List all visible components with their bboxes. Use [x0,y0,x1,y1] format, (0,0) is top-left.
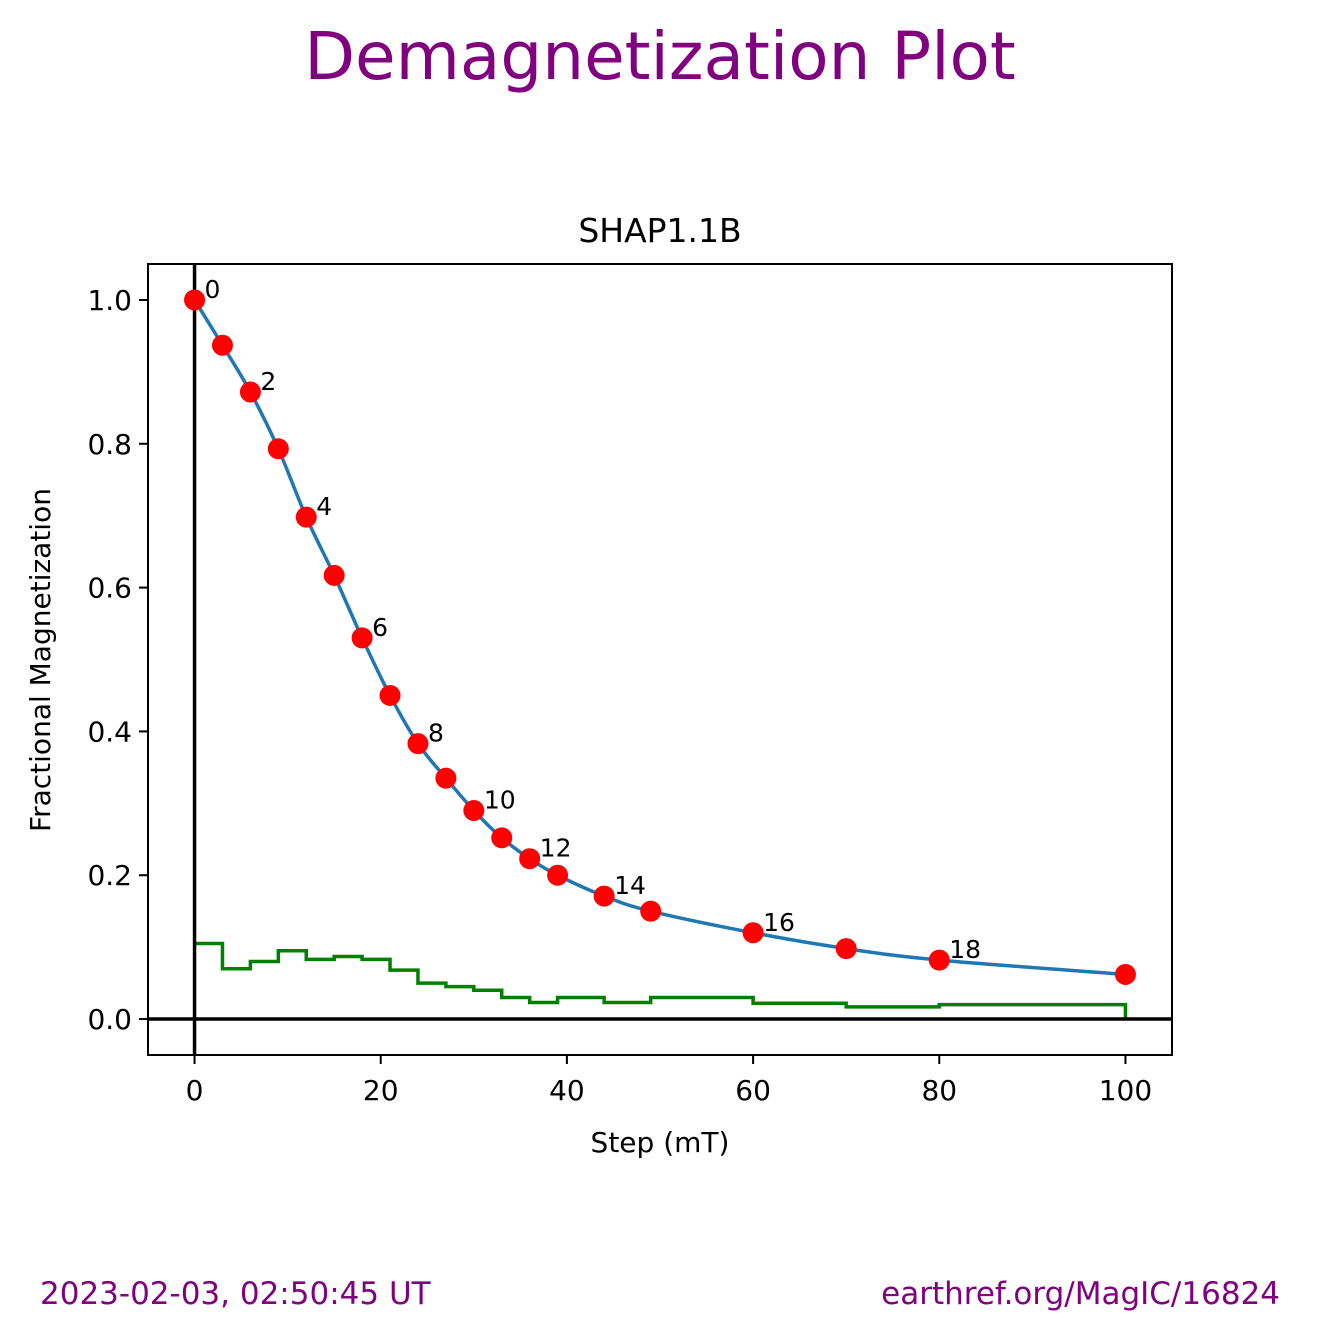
point-label-4: 4 [316,492,332,521]
x-tick-label: 20 [363,1074,399,1107]
data-point-11 [491,827,513,849]
y-tick-label: 0.8 [87,428,132,461]
point-label-6: 6 [372,613,388,642]
data-point-8 [407,733,429,755]
point-label-8: 8 [428,719,444,748]
data-point-5 [323,564,345,586]
footer-timestamp: 2023-02-03, 02:50:45 UT [40,1276,431,1312]
data-point-2 [239,381,261,403]
chart-title: SHAP1.1B [578,211,741,250]
y-tick-label: 0.0 [87,1003,132,1036]
y-axis-label: Fractional Magnetization [24,488,57,832]
data-point-19 [1114,963,1136,985]
plot-area: 0 2 4 6 8 10 12 14 16 18 [148,264,1172,1055]
point-label-0: 0 [205,275,221,304]
data-point-12 [519,848,541,870]
point-label-14: 14 [614,871,646,900]
data-point-10 [463,800,485,822]
data-point-1 [211,334,233,356]
data-point-18 [928,949,950,971]
data-point-4 [295,506,317,528]
page-title: Demagnetization Plot [304,18,1016,95]
x-axis-label: Step (mT) [591,1126,730,1159]
data-point-0 [184,289,206,311]
data-point-14 [593,885,615,907]
point-label-18: 18 [949,935,981,964]
x-tick-label: 80 [921,1074,957,1107]
data-point-7 [379,684,401,706]
y-tick-label: 0.4 [87,715,132,748]
data-point-16 [742,922,764,944]
y-tick-label: 0.6 [87,572,132,605]
y-tick-label: 1.0 [87,284,132,317]
data-point-17 [835,938,857,960]
data-point-6 [351,627,373,649]
point-label-10: 10 [484,786,516,815]
point-label-16: 16 [763,908,795,937]
step-series-line [194,941,1128,1020]
data-point-9 [435,767,457,789]
x-tick-label: 100 [1099,1074,1152,1107]
data-point-13 [547,864,569,886]
data-point-3 [267,438,289,460]
point-label-2: 2 [260,367,276,396]
x-tick-label: 60 [735,1074,771,1107]
point-label-12: 12 [540,834,572,863]
data-point-15 [640,900,662,922]
y-tick-label: 0.2 [87,859,132,892]
axis-ticks: 0 20 40 60 80 100 0.0 0.2 0.4 0.6 0.8 1.0 [87,284,1152,1107]
magnetization-curve [193,299,1126,977]
footer-source-link[interactable]: earthref.org/MagIC/16824 [881,1276,1280,1312]
x-tick-label: 40 [549,1074,585,1107]
x-tick-label: 0 [186,1074,204,1107]
axes-frame [147,263,1173,1056]
